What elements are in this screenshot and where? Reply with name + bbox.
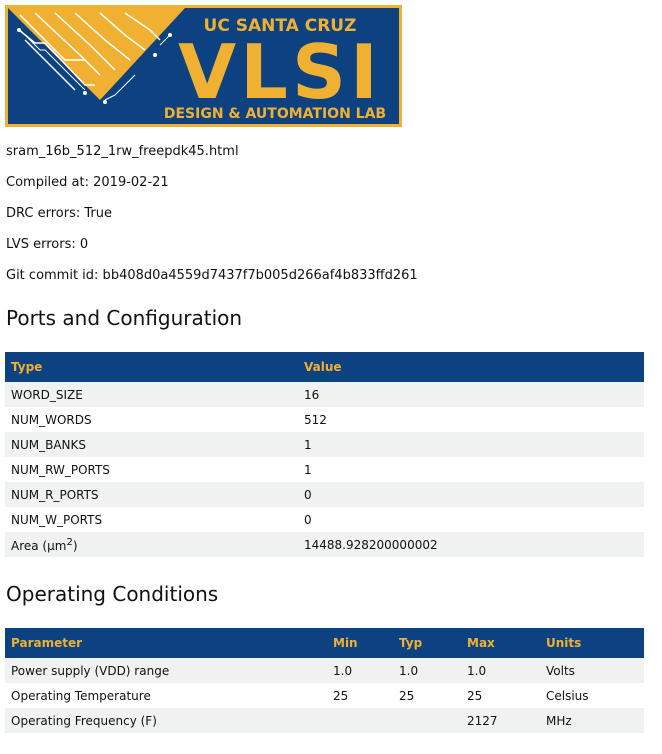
units-cell: MHz <box>540 708 644 733</box>
value-cell: 0 <box>298 482 644 507</box>
area-label-close: ) <box>72 538 78 553</box>
typ-cell: 1.0 <box>393 658 461 683</box>
col-max: Max <box>461 628 540 658</box>
table-row: NUM_R_PORTS 0 <box>5 482 644 507</box>
max-cell: 25 <box>461 683 540 708</box>
col-value: Value <box>298 352 644 382</box>
value-cell: 1 <box>298 457 644 482</box>
logo-main-text: VLSI <box>178 28 382 116</box>
ports-table: Type Value WORD_SIZE 16 NUM_WORDS 512 NUM_… <box>5 352 644 557</box>
min-cell <box>327 708 393 733</box>
col-typ: Typ <box>393 628 461 658</box>
compiled-at: Compiled at: 2019-02-21 <box>6 175 169 190</box>
typ-cell <box>393 708 461 733</box>
min-cell: 25 <box>327 683 393 708</box>
min-cell: 1.0 <box>327 658 393 683</box>
table-row: NUM_RW_PORTS 1 <box>5 457 644 482</box>
table-row: WORD_SIZE 16 <box>5 382 644 407</box>
table-row: Area (µm2) 14488.928200000002 <box>5 532 644 557</box>
units-cell: Volts <box>540 658 644 683</box>
type-cell: WORD_SIZE <box>5 382 298 407</box>
table-row: NUM_W_PORTS 0 <box>5 507 644 532</box>
type-cell: NUM_BANKS <box>5 432 298 457</box>
value-cell: 1 <box>298 432 644 457</box>
type-cell: NUM_W_PORTS <box>5 507 298 532</box>
ports-heading: Ports and Configuration <box>6 306 243 330</box>
git-commit: Git commit id: bb408d0a4559d7437f7b005d2… <box>6 268 418 283</box>
filename: sram_16b_512_1rw_freepdk45.html <box>6 144 239 159</box>
type-cell: NUM_R_PORTS <box>5 482 298 507</box>
conditions-table: Parameter Min Typ Max Units Power supply… <box>5 628 644 733</box>
col-min: Min <box>327 628 393 658</box>
table-row: NUM_WORDS 512 <box>5 407 644 432</box>
logo-top-text: UC SANTA CRUZ <box>204 16 357 36</box>
col-parameter: Parameter <box>5 628 327 658</box>
value-cell: 14488.928200000002 <box>298 532 644 557</box>
drc-errors: DRC errors: True <box>6 206 112 221</box>
table-row: Operating Frequency (F) 2127 MHz <box>5 708 644 733</box>
value-cell: 16 <box>298 382 644 407</box>
table-row: NUM_BANKS 1 <box>5 432 644 457</box>
lvs-errors: LVS errors: 0 <box>6 237 89 252</box>
max-cell: 1.0 <box>461 658 540 683</box>
table-row: Operating Temperature 25 25 25 Celsius <box>5 683 644 708</box>
typ-cell: 25 <box>393 683 461 708</box>
type-cell: NUM_WORDS <box>5 407 298 432</box>
value-cell: 0 <box>298 507 644 532</box>
col-units: Units <box>540 628 644 658</box>
units-cell: Celsius <box>540 683 644 708</box>
col-type: Type <box>5 352 298 382</box>
parameter-cell: Power supply (VDD) range <box>5 658 327 683</box>
area-label: Area (µm <box>11 538 67 553</box>
type-cell: NUM_RW_PORTS <box>5 457 298 482</box>
parameter-cell: Operating Temperature <box>5 683 327 708</box>
type-cell: Area (µm2) <box>5 532 298 557</box>
max-cell: 2127 <box>461 708 540 733</box>
table-row: Power supply (VDD) range 1.0 1.0 1.0 Volts <box>5 658 644 683</box>
conditions-heading: Operating Conditions <box>6 582 219 606</box>
value-cell: 512 <box>298 407 644 432</box>
area-superscript: 2 <box>66 536 73 548</box>
parameter-cell: Operating Frequency (F) <box>5 708 327 733</box>
logo-bottom-text: DESIGN & AUTOMATION LAB <box>164 106 386 122</box>
vlsi-lab-logo: UC SANTA CRUZ VLSI DESIGN & AUTOMATION L… <box>5 5 402 127</box>
